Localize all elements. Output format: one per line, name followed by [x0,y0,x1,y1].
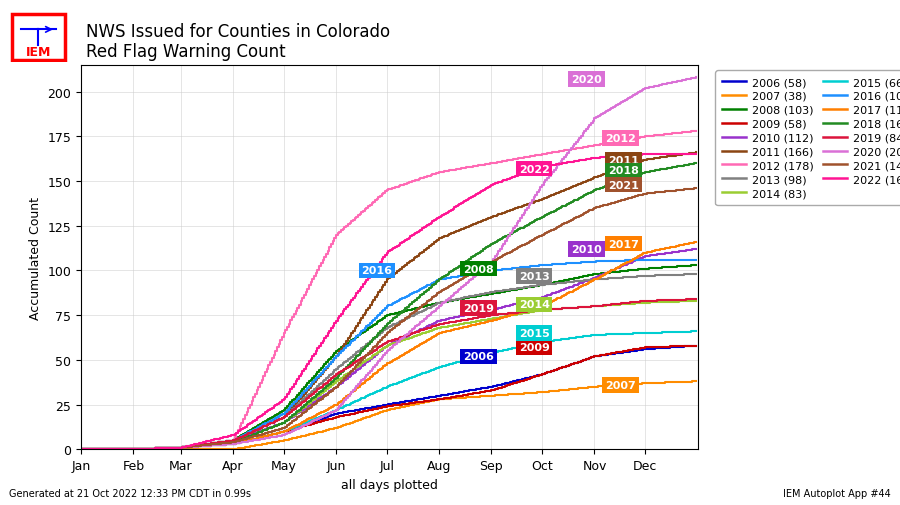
X-axis label: all days plotted: all days plotted [341,478,437,491]
Text: 2013: 2013 [518,271,550,281]
Text: IEM Autoplot App #44: IEM Autoplot App #44 [783,488,891,498]
Text: 2011: 2011 [608,155,639,165]
Text: 2014: 2014 [518,300,550,310]
Text: 2021: 2021 [608,180,639,190]
Text: 2018: 2018 [608,166,639,176]
Text: Generated at 21 Oct 2022 12:33 PM CDT in 0.99s: Generated at 21 Oct 2022 12:33 PM CDT in… [9,488,251,498]
Text: 2012: 2012 [605,134,636,144]
Text: NWS Issued for Counties in Colorado: NWS Issued for Counties in Colorado [86,23,390,41]
Text: 2016: 2016 [362,266,392,276]
Y-axis label: Accumulated Count: Accumulated Count [29,196,41,319]
Text: 2006: 2006 [464,351,494,362]
Text: 2008: 2008 [464,264,494,274]
Text: 2015: 2015 [518,328,550,338]
Text: 2009: 2009 [518,343,550,352]
Text: 2022: 2022 [518,164,550,174]
Text: 2020: 2020 [572,75,602,85]
Text: 2010: 2010 [572,244,602,255]
Text: 2017: 2017 [608,239,639,249]
Text: 2019: 2019 [464,304,494,314]
Text: Red Flag Warning Count: Red Flag Warning Count [86,43,285,61]
Legend: 2006 (58), 2007 (38), 2008 (103), 2009 (58), 2010 (112), 2011 (166), 2012 (178),: 2006 (58), 2007 (38), 2008 (103), 2009 (… [716,71,900,206]
FancyBboxPatch shape [12,15,65,61]
Text: 2007: 2007 [605,380,635,390]
Text: IEM: IEM [25,45,51,59]
